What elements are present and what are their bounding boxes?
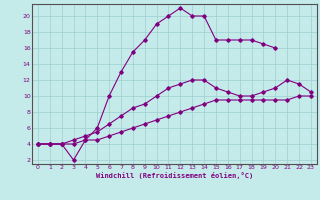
X-axis label: Windchill (Refroidissement éolien,°C): Windchill (Refroidissement éolien,°C)	[96, 172, 253, 179]
